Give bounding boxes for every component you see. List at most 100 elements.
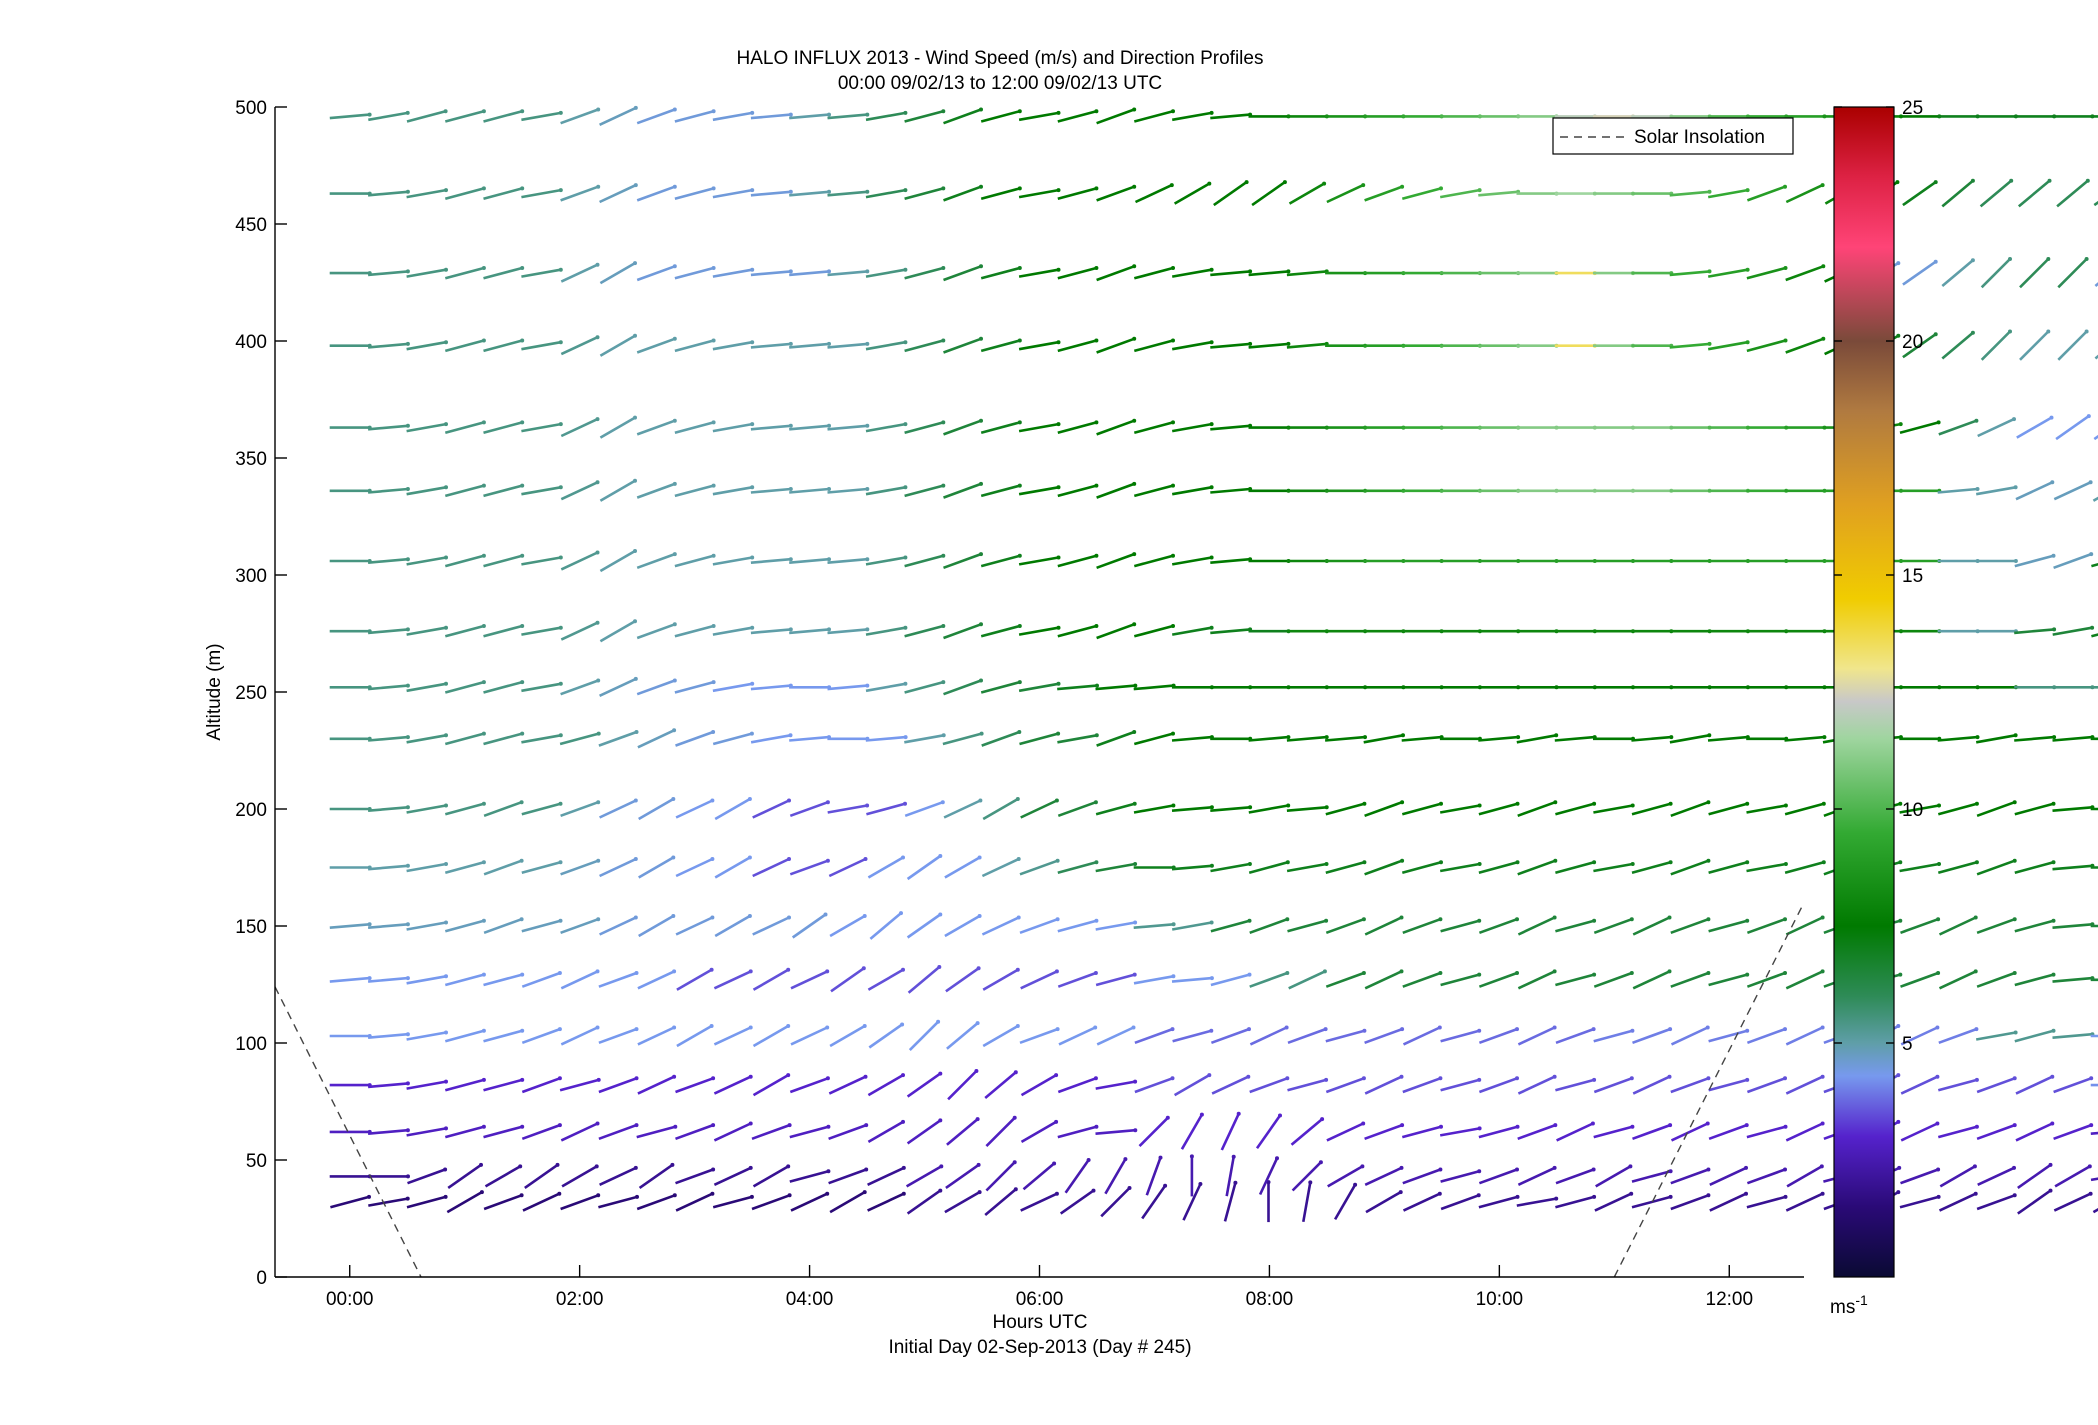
wind-barb bbox=[1057, 187, 1097, 201]
wind-barb bbox=[865, 556, 906, 566]
wind-barb-head bbox=[1094, 338, 1099, 343]
wind-barb-head bbox=[788, 189, 793, 194]
y-tick-label: 200 bbox=[235, 800, 267, 821]
wind-barb bbox=[906, 854, 942, 881]
wind-barb-head bbox=[519, 1193, 524, 1198]
wind-barb bbox=[1173, 182, 1210, 205]
wind-barb-head bbox=[557, 1123, 562, 1128]
wind-barb bbox=[1784, 861, 1825, 874]
wind-barb-head bbox=[1437, 1191, 1442, 1196]
wind-barb bbox=[406, 734, 447, 744]
wind-barb bbox=[828, 1123, 867, 1141]
wind-barb bbox=[1248, 270, 1289, 277]
wind-barb bbox=[789, 557, 830, 564]
wind-barb-head bbox=[1744, 1191, 1748, 1196]
wind-barb bbox=[1440, 1169, 1480, 1183]
wind-barb-head bbox=[1477, 1028, 1482, 1033]
wind-barb bbox=[1134, 183, 1173, 204]
wind-barb bbox=[713, 1075, 752, 1095]
wind-barb bbox=[942, 732, 982, 746]
wind-barb bbox=[982, 1024, 1019, 1048]
wind-barb-head bbox=[827, 627, 831, 632]
wind-barb-head bbox=[1783, 184, 1787, 189]
wind-barb-head bbox=[1477, 1126, 1482, 1131]
wind-barb bbox=[599, 183, 637, 204]
wind-barb bbox=[904, 421, 944, 435]
wind-barb bbox=[444, 802, 485, 816]
wind-barb-head bbox=[1592, 1077, 1597, 1082]
wind-barb bbox=[1018, 626, 1059, 636]
wind-barb-head bbox=[481, 109, 486, 114]
wind-barb bbox=[1595, 1165, 1632, 1188]
wind-barb bbox=[599, 1166, 637, 1186]
wind-barb bbox=[483, 917, 523, 935]
wind-barb-head bbox=[1745, 188, 1750, 193]
wind-barb bbox=[981, 857, 1020, 878]
wind-barb-head bbox=[709, 1024, 714, 1028]
wind-barb bbox=[982, 797, 1019, 821]
wind-barb-head bbox=[1706, 1076, 1711, 1081]
wind-barb-head bbox=[2012, 917, 2017, 922]
wind-barb-head bbox=[1094, 266, 1099, 270]
wind-barb-head bbox=[1054, 1119, 1059, 1124]
wind-barb bbox=[1440, 1194, 1480, 1211]
wind-barb-head bbox=[634, 1123, 639, 1128]
wind-barb bbox=[406, 862, 447, 873]
wind-barb bbox=[712, 422, 753, 433]
wind-barb bbox=[524, 1163, 559, 1189]
wind-barb-head bbox=[1821, 264, 1826, 269]
wind-barb bbox=[1058, 1026, 1096, 1046]
wind-barb bbox=[980, 554, 1021, 568]
wind-barb bbox=[1746, 1195, 1786, 1209]
wind-barb bbox=[1708, 802, 1748, 816]
wind-barb bbox=[636, 679, 676, 696]
wind-barb bbox=[1325, 861, 1365, 874]
wind-barb bbox=[521, 861, 561, 874]
wind-barb-head bbox=[479, 1162, 483, 1167]
wind-barb-head bbox=[2051, 860, 2056, 865]
wind-barb bbox=[1325, 1077, 1365, 1094]
wind-barb-head bbox=[825, 1191, 830, 1196]
wind-barb-head bbox=[1399, 1165, 1404, 1170]
wind-barb bbox=[827, 684, 868, 691]
wind-barb-head bbox=[2051, 1028, 2056, 1033]
wind-barb bbox=[1593, 804, 1633, 814]
wind-barb bbox=[1980, 258, 2011, 289]
wind-barb bbox=[1302, 1182, 1312, 1223]
wind-barb-head bbox=[750, 422, 755, 427]
wind-barb-head bbox=[901, 967, 905, 972]
wind-barb-head bbox=[481, 972, 486, 977]
wind-barb bbox=[2016, 416, 2053, 439]
wind-barb bbox=[406, 422, 447, 433]
wind-barb-head bbox=[979, 678, 983, 683]
wind-barb-head bbox=[1972, 1164, 1977, 1169]
wind-barb-head bbox=[595, 969, 600, 974]
wind-barb bbox=[521, 486, 562, 496]
wind-barb bbox=[1363, 734, 1404, 744]
wind-barb-head bbox=[1169, 183, 1174, 188]
wind-barb-head bbox=[748, 969, 753, 974]
wind-barb-head bbox=[481, 680, 486, 685]
wind-barb bbox=[560, 551, 599, 571]
wind-barb-head bbox=[596, 800, 601, 805]
wind-barb-head bbox=[520, 266, 525, 270]
wind-barb bbox=[560, 108, 599, 125]
wind-barb bbox=[1133, 484, 1174, 498]
wind-barb bbox=[829, 1190, 866, 1214]
wind-barb bbox=[1631, 802, 1671, 816]
wind-barb-head bbox=[748, 1025, 753, 1030]
wind-barb bbox=[483, 732, 523, 746]
wind-barb bbox=[865, 486, 906, 496]
x-tick-label: 08:00 bbox=[1246, 1289, 1294, 1310]
wind-barb-head bbox=[1400, 800, 1405, 805]
wind-barb-head bbox=[1553, 858, 1558, 863]
wind-barb-head bbox=[938, 1118, 943, 1123]
wind-barb-head bbox=[2050, 1121, 2055, 1126]
wind-barb bbox=[1517, 916, 1556, 936]
wind-barb bbox=[1210, 342, 1251, 349]
wind-barb bbox=[1096, 552, 1135, 570]
wind-barb-head bbox=[519, 858, 524, 863]
wind-barb bbox=[1938, 970, 1977, 990]
wind-barb-head bbox=[1630, 1028, 1635, 1033]
wind-barb-head bbox=[444, 1030, 448, 1035]
